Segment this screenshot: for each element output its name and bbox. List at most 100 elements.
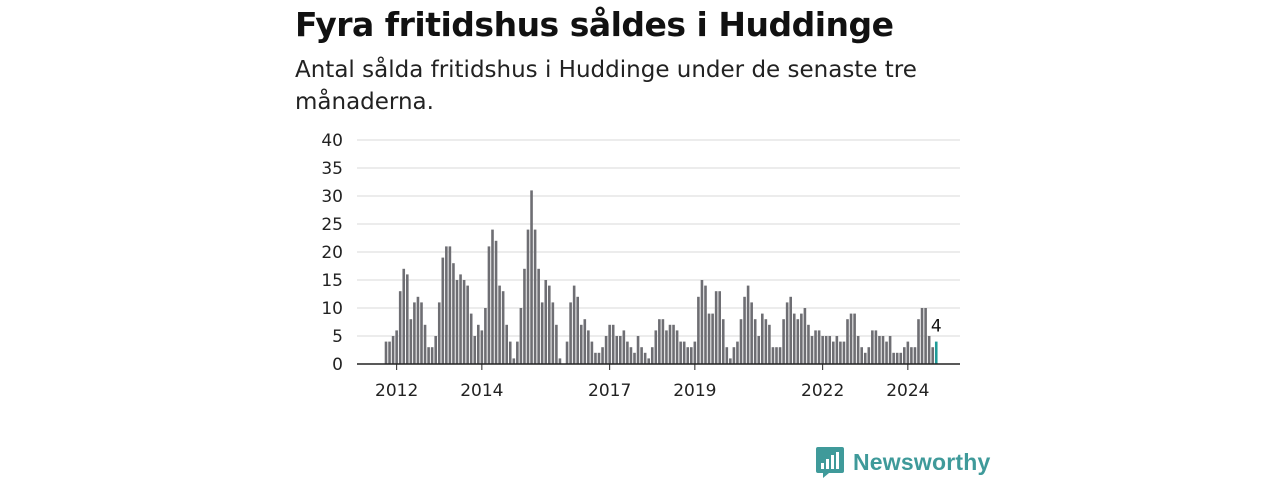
bar <box>633 352 636 364</box>
bar <box>856 336 860 364</box>
bar <box>434 336 437 364</box>
bar <box>576 296 579 364</box>
bar <box>548 285 551 364</box>
bar <box>544 280 548 364</box>
bar <box>931 347 934 364</box>
bar <box>682 341 686 364</box>
bar <box>601 347 604 364</box>
bar <box>874 330 878 364</box>
bar <box>448 246 452 364</box>
bar <box>519 308 523 364</box>
bar <box>878 336 881 364</box>
bar <box>590 341 594 364</box>
bar <box>430 347 434 364</box>
bar <box>775 347 778 364</box>
bar <box>849 313 853 364</box>
bar <box>512 358 516 364</box>
bar <box>459 274 462 364</box>
bar <box>792 313 796 364</box>
bar <box>739 319 743 364</box>
y-tick-label: 40 <box>321 131 343 151</box>
y-tick-label: 10 <box>321 299 343 319</box>
y-axis-ticks: 0 5 10 15 20 25 30 35 40 <box>321 131 343 375</box>
bar <box>853 313 856 364</box>
bar <box>484 308 487 364</box>
bar <box>626 341 629 364</box>
bar <box>658 319 661 364</box>
x-axis-ticks: 2012 2014 2017 2019 2022 2024 <box>375 364 929 401</box>
bar <box>736 341 739 364</box>
bar <box>917 319 920 364</box>
bar <box>832 341 835 364</box>
y-tick-label: 0 <box>332 355 343 375</box>
bar <box>704 285 707 364</box>
bar <box>892 352 895 364</box>
bar <box>803 308 807 364</box>
bar <box>647 358 650 364</box>
bar <box>420 302 423 364</box>
bar <box>757 336 761 364</box>
bar <box>533 229 537 364</box>
bar <box>413 302 416 364</box>
chart-card: Fyra fritidshus såldes i Huddinge Antal … <box>295 0 995 480</box>
bar <box>537 268 540 364</box>
y-tick-label: 5 <box>332 327 343 347</box>
bar <box>398 291 402 364</box>
bar <box>846 319 849 364</box>
bar <box>700 280 704 364</box>
y-tick-label: 20 <box>321 243 343 263</box>
x-tick-label: 2012 <box>375 381 418 401</box>
bar <box>558 358 562 364</box>
bar <box>743 296 746 364</box>
bar <box>526 229 530 364</box>
bar <box>619 336 622 364</box>
bar <box>455 280 459 364</box>
bar <box>491 229 494 364</box>
bar <box>409 319 413 364</box>
bar <box>462 280 466 364</box>
bar <box>842 341 846 364</box>
bar-chart: 0 5 10 15 20 25 30 35 40 2012 2014 2017 2019 2022 202… <box>321 131 960 401</box>
bar <box>661 319 665 364</box>
bar <box>821 336 824 364</box>
bar <box>643 352 647 364</box>
x-tick-label: 2024 <box>886 381 929 401</box>
bar <box>629 347 633 364</box>
bar <box>686 347 690 364</box>
bar <box>785 302 789 364</box>
bar <box>863 352 867 364</box>
bar <box>860 347 863 364</box>
bar <box>427 347 430 364</box>
bar <box>807 324 810 364</box>
bar <box>597 352 601 364</box>
bar <box>505 324 508 364</box>
bar <box>906 341 910 364</box>
bar <box>579 324 583 364</box>
y-tick-label: 15 <box>321 271 343 291</box>
bar <box>516 341 519 364</box>
bar <box>640 347 643 364</box>
bar <box>711 313 714 364</box>
bar <box>441 257 445 364</box>
bars <box>384 190 938 364</box>
x-tick-label: 2019 <box>673 381 716 401</box>
bar <box>924 308 927 364</box>
bar <box>885 341 888 364</box>
bar <box>913 347 917 364</box>
bar <box>828 336 832 364</box>
bar <box>835 336 839 364</box>
bar <box>611 324 615 364</box>
bar <box>817 330 821 364</box>
bar <box>810 336 814 364</box>
bar <box>824 336 828 364</box>
bar <box>555 324 558 364</box>
bar <box>406 274 409 364</box>
bar <box>494 240 498 364</box>
bar <box>540 302 544 364</box>
brand-logo: Newsworthy <box>815 446 990 479</box>
bar <box>888 336 892 364</box>
bar <box>750 302 753 364</box>
bar <box>753 319 757 364</box>
bar <box>714 291 718 364</box>
bar <box>395 330 398 364</box>
